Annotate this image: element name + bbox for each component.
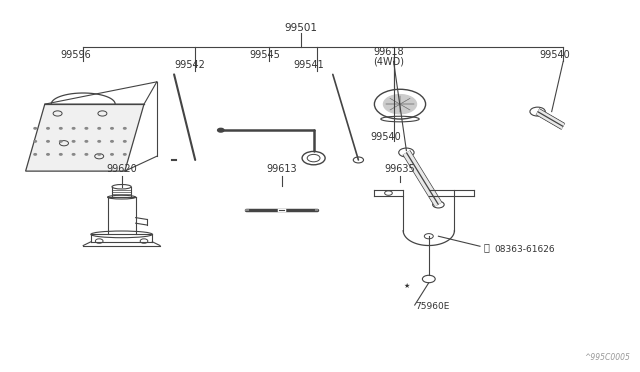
Circle shape [72, 141, 75, 142]
Text: Ⓢ: Ⓢ [483, 243, 490, 252]
Text: 99501: 99501 [284, 23, 317, 33]
Text: 99613: 99613 [266, 164, 297, 174]
Text: 08363-61626: 08363-61626 [495, 246, 556, 254]
Circle shape [34, 154, 36, 155]
Circle shape [60, 128, 62, 129]
Circle shape [85, 154, 88, 155]
Text: 99635: 99635 [385, 164, 415, 174]
Text: 99540: 99540 [539, 49, 570, 60]
Circle shape [111, 154, 113, 155]
Circle shape [98, 128, 100, 129]
Text: ^995C0005: ^995C0005 [584, 353, 630, 362]
Circle shape [60, 141, 62, 142]
Circle shape [218, 128, 224, 132]
Text: 99540: 99540 [370, 132, 401, 142]
Circle shape [98, 141, 100, 142]
Text: 99541: 99541 [293, 60, 324, 70]
Circle shape [124, 154, 126, 155]
Text: 99596: 99596 [61, 49, 92, 60]
Circle shape [383, 94, 417, 114]
Text: 99545: 99545 [250, 49, 280, 60]
Polygon shape [26, 104, 144, 171]
Circle shape [47, 141, 49, 142]
Circle shape [60, 154, 62, 155]
Circle shape [47, 128, 49, 129]
Circle shape [98, 154, 100, 155]
Text: (4WD): (4WD) [373, 56, 404, 66]
Text: 75960E: 75960E [415, 302, 449, 311]
Circle shape [85, 141, 88, 142]
Circle shape [111, 128, 113, 129]
Text: 99618: 99618 [373, 46, 404, 57]
Text: 99620: 99620 [106, 164, 137, 174]
Circle shape [72, 154, 75, 155]
Circle shape [124, 128, 126, 129]
Circle shape [72, 128, 75, 129]
Text: 99542: 99542 [174, 60, 205, 70]
Circle shape [34, 141, 36, 142]
Circle shape [111, 141, 113, 142]
Text: ★: ★ [404, 283, 410, 289]
Circle shape [34, 128, 36, 129]
Circle shape [85, 128, 88, 129]
Circle shape [124, 141, 126, 142]
Circle shape [47, 154, 49, 155]
